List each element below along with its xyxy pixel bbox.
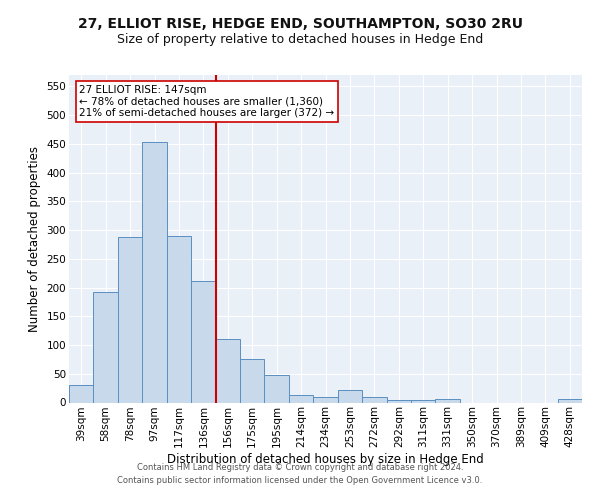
Text: 27, ELLIOT RISE, HEDGE END, SOUTHAMPTON, SO30 2RU: 27, ELLIOT RISE, HEDGE END, SOUTHAMPTON,… <box>77 18 523 32</box>
Bar <box>436 399 460 402</box>
Bar <box>338 390 362 402</box>
Bar <box>557 399 582 402</box>
Bar <box>313 397 338 402</box>
Bar <box>142 142 167 403</box>
Bar <box>215 340 240 402</box>
Text: Contains HM Land Registry data © Crown copyright and database right 2024.: Contains HM Land Registry data © Crown c… <box>137 462 463 471</box>
Y-axis label: Number of detached properties: Number of detached properties <box>28 146 41 332</box>
Bar <box>94 292 118 403</box>
Bar <box>386 400 411 402</box>
Bar <box>167 236 191 402</box>
Bar <box>118 237 142 402</box>
X-axis label: Distribution of detached houses by size in Hedge End: Distribution of detached houses by size … <box>167 453 484 466</box>
Text: Contains public sector information licensed under the Open Government Licence v3: Contains public sector information licen… <box>118 476 482 485</box>
Bar <box>289 395 313 402</box>
Bar <box>191 280 215 402</box>
Bar <box>362 398 386 402</box>
Text: Size of property relative to detached houses in Hedge End: Size of property relative to detached ho… <box>117 32 483 46</box>
Bar <box>240 360 265 403</box>
Text: 27 ELLIOT RISE: 147sqm
← 78% of detached houses are smaller (1,360)
21% of semi-: 27 ELLIOT RISE: 147sqm ← 78% of detached… <box>79 85 334 118</box>
Bar <box>265 376 289 402</box>
Bar <box>69 386 94 402</box>
Bar <box>411 400 436 402</box>
